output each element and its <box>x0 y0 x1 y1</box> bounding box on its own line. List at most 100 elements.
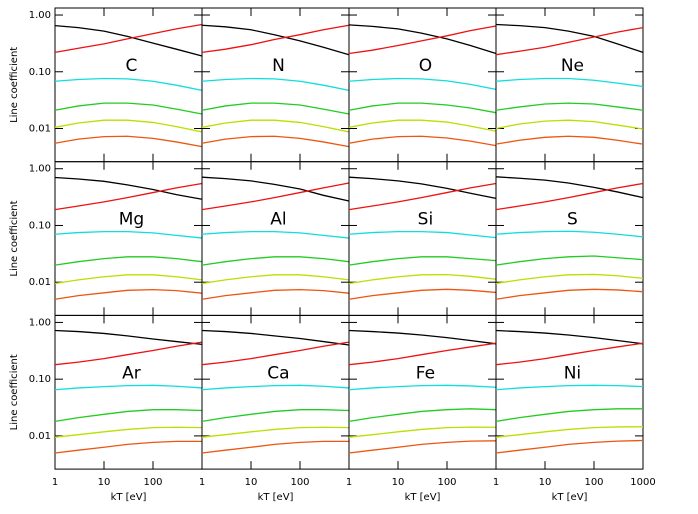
series-line <box>348 25 497 55</box>
series-line <box>348 176 497 200</box>
x-tick-label: 10 <box>392 477 405 488</box>
y-tick-label: 0.10 <box>29 67 51 78</box>
series-line <box>495 182 644 211</box>
series-line <box>54 119 203 133</box>
x-tick-label: 1 <box>346 477 352 488</box>
panel-frame <box>54 7 203 163</box>
series-line <box>201 24 350 56</box>
series-line <box>495 26 644 56</box>
series-line <box>201 440 349 454</box>
y-tick-label: 0.01 <box>29 431 51 442</box>
series-line <box>495 273 644 285</box>
panel-label: Al <box>270 210 286 230</box>
panel-label: Ni <box>564 363 581 383</box>
series-line <box>348 135 497 147</box>
x-tick-label: 1 <box>493 477 499 488</box>
series-line <box>348 230 497 239</box>
series-line <box>201 256 350 266</box>
panel-label: Ar <box>122 363 141 383</box>
panel-label: N <box>272 56 285 76</box>
y-axis-label: Line coefficient <box>9 200 20 276</box>
series-line <box>348 273 497 285</box>
panel-label: S <box>567 210 578 230</box>
series-line <box>201 77 350 92</box>
series-line <box>495 119 644 130</box>
x-tick-label: 10 <box>245 477 258 488</box>
panel-frame <box>495 314 644 470</box>
series-line <box>54 426 203 438</box>
series-line <box>495 255 644 266</box>
panel-label: Ca <box>267 363 289 383</box>
series-line <box>201 384 350 391</box>
x-tick-label: 100 <box>290 477 309 488</box>
series-line <box>201 341 350 366</box>
series-line <box>495 408 643 423</box>
y-tick-label: 0.01 <box>29 124 51 135</box>
series-line <box>201 119 350 133</box>
series-line <box>495 176 644 199</box>
series-line <box>348 24 497 55</box>
x-axis-label: kT [eV] <box>258 492 294 503</box>
x-tick-label: 10 <box>98 477 111 488</box>
y-tick-label: 1.00 <box>29 164 51 175</box>
y-tick-label: 1.00 <box>29 317 51 328</box>
series-line <box>54 384 203 391</box>
x-tick-label: 100 <box>143 477 162 488</box>
series-line <box>201 409 350 423</box>
x-tick-label: 1000 <box>630 477 655 488</box>
series-line <box>495 426 644 438</box>
series-line <box>54 23 203 53</box>
series-line <box>495 135 644 145</box>
panel-label: Mg <box>119 210 144 230</box>
series-line <box>348 182 497 211</box>
x-axis-label: kT [eV] <box>111 492 147 503</box>
series-line <box>348 119 497 132</box>
series-line <box>54 182 203 211</box>
series-line <box>495 230 644 238</box>
y-tick-label: 1.00 <box>29 10 51 21</box>
series-line <box>495 384 644 391</box>
series-line <box>348 256 497 266</box>
series-line <box>348 408 497 423</box>
series-line <box>54 230 203 239</box>
x-axis-label: kT [eV] <box>405 492 441 503</box>
series-line <box>495 288 644 300</box>
panel-label: C <box>126 56 138 76</box>
y-tick-label: 0.01 <box>29 277 51 288</box>
series-line <box>201 274 350 285</box>
series-line <box>495 23 644 53</box>
panel-frame <box>201 7 350 163</box>
x-tick-label: 1 <box>199 477 205 488</box>
panel-label: O <box>419 56 432 76</box>
y-axis-label: Line coefficient <box>9 354 20 430</box>
x-axis-label: kT [eV] <box>552 492 588 503</box>
series-line <box>54 176 203 200</box>
series-line <box>54 256 203 266</box>
series-line <box>54 24 203 57</box>
series-line <box>201 329 350 346</box>
panel-label: Fe <box>416 363 435 383</box>
x-tick-label: 100 <box>437 477 456 488</box>
series-line <box>201 230 350 239</box>
series-line <box>495 342 644 366</box>
series-line <box>54 274 203 285</box>
series-line <box>201 182 350 211</box>
x-tick-label: 10 <box>539 477 552 488</box>
series-line <box>348 77 497 90</box>
series-line <box>54 288 203 300</box>
y-tick-label: 0.10 <box>29 220 51 231</box>
panel-frame <box>54 314 203 470</box>
series-line <box>495 102 644 111</box>
panel-frame <box>495 161 644 316</box>
x-tick-label: 1 <box>52 477 58 488</box>
series-line <box>201 135 350 148</box>
series-line <box>348 329 497 345</box>
series-line <box>201 288 350 300</box>
series-line <box>54 409 203 423</box>
series-line <box>201 24 350 53</box>
series-line <box>495 77 644 88</box>
series-line <box>54 440 202 454</box>
y-axis-label: Line coefficient <box>9 47 20 123</box>
